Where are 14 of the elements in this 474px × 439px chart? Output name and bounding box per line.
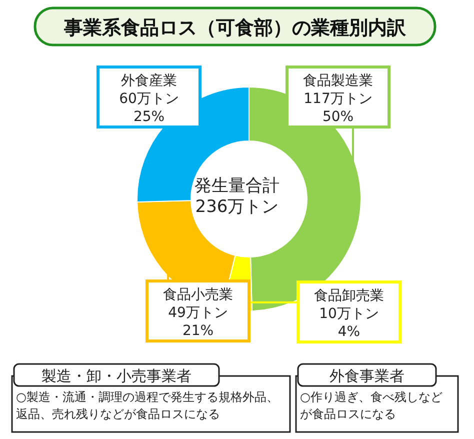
slice-label: 食品小売業 — [163, 287, 233, 303]
text: 外食事業者 — [330, 367, 404, 385]
data-label: 60万トン 25% — [119, 91, 179, 125]
slice-label: 食品製造業 — [303, 73, 373, 89]
text: 製造・卸・小売事業者 — [42, 367, 192, 385]
data-label: 49万トン 21% — [168, 305, 228, 339]
slice-label: 外食産業 — [121, 73, 177, 89]
data-label: 10万トン 4% — [319, 306, 379, 340]
text: ○作り過ぎ、食べ残しなどが食品ロスになる — [300, 390, 442, 421]
slice-label: 食品卸売業 — [314, 288, 384, 304]
text: 発生量合計 236万トン — [194, 176, 280, 217]
data-label: 117万トン 50% — [304, 91, 372, 125]
chart-title: 事業系食品ロス（可食部）の業種別内訳 — [63, 17, 407, 39]
text: ○製造・流通・調理の過程で発生する規格外品、返品、売れ残りなどが食品ロスになる — [16, 390, 278, 421]
